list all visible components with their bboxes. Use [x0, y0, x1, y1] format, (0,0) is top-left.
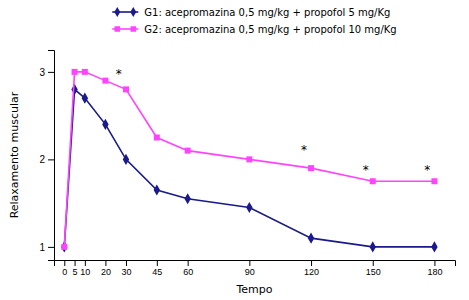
x-tick-label: 150: [366, 267, 381, 277]
annotation: *: [424, 163, 430, 177]
annotation: *: [116, 67, 122, 81]
series-marker: [370, 178, 376, 184]
legend-label: G2: acepromazina 0,5 mg/kg + propofol 10…: [144, 24, 396, 35]
x-tick-mark: [188, 260, 189, 266]
x-axis-title: Tempo: [235, 283, 272, 296]
chart: 0510 20 30 45 60 90 120 150 180 1 2 3 Tempo Relaxamen…: [0, 0, 469, 300]
x-tick-label: 180: [427, 267, 442, 277]
series-marker: [82, 69, 88, 75]
x-tick-mark: [249, 260, 250, 266]
x-tick-mark: [126, 260, 127, 266]
series-marker: [185, 148, 191, 154]
legend-swatch-marker: [115, 26, 120, 31]
x-tick-mark: [105, 260, 106, 266]
series-marker: [123, 86, 129, 92]
x-tick: 150: [366, 260, 381, 277]
annotation: *: [363, 163, 369, 177]
x-tick-label: 60: [183, 267, 193, 277]
series-marker: [154, 135, 160, 141]
x-tick-label: 5: [73, 267, 78, 277]
x-tick-mark: [75, 260, 76, 266]
y-tick: 1: [39, 242, 54, 253]
annotations: * * * *: [116, 67, 430, 177]
x-tick: 45: [152, 260, 162, 277]
series-marker: [308, 233, 314, 244]
series-marker: [82, 93, 88, 104]
series-line: [64, 89, 434, 247]
x-tick: 180: [427, 260, 442, 277]
y-tick-label: 3: [39, 67, 45, 78]
x-tick-mark: [85, 260, 86, 266]
series-marker: [123, 154, 129, 165]
x-axis-line: [55, 261, 456, 267]
legend-swatch-marker: [130, 7, 136, 17]
x-tick: 10: [80, 260, 90, 277]
x-tick-label: 90: [245, 267, 255, 277]
x-tick-mark: [373, 260, 374, 266]
legend-label: G1: acepromazina 0,5 mg/kg + propofol 5 …: [144, 7, 390, 18]
series-marker: [154, 184, 160, 195]
x-tick-label: 10: [80, 267, 90, 277]
x-tick: 30: [121, 260, 131, 277]
y-tick-mark: [48, 159, 54, 160]
marks: [61, 69, 438, 253]
series-marker: [246, 156, 252, 162]
x-tick-label: 45: [152, 267, 162, 277]
series-line: [64, 72, 434, 247]
legend-item: G2: acepromazina 0,5 mg/kg + propofol 10…: [112, 24, 396, 35]
x-tick-mark: [434, 260, 435, 266]
y-axis-title: Relaxamento muscular: [8, 91, 21, 218]
x-tick-mark: [311, 260, 312, 266]
y-tick-label: 1: [39, 242, 45, 253]
x-tick-mark: [64, 260, 65, 266]
series-marker: [246, 202, 252, 213]
x-tick: 0: [62, 260, 67, 277]
y-tick-mark: [48, 247, 54, 248]
x-tick: 120: [304, 260, 319, 277]
y-tick-mark: [48, 72, 54, 73]
x-tick: 90: [245, 260, 255, 277]
series-marker: [431, 241, 437, 252]
y-axis: 1 2 3: [39, 51, 54, 261]
x-tick: 5: [73, 260, 78, 277]
legend-swatch-marker: [131, 26, 136, 31]
y-tick: 3: [39, 67, 54, 78]
y-tick: 2: [39, 154, 54, 165]
legend-item: G1: acepromazina 0,5 mg/kg + propofol 5 …: [112, 7, 390, 18]
y-tick-label: 2: [39, 154, 45, 165]
annotation: *: [301, 143, 307, 157]
series-marker: [370, 241, 376, 252]
legend: G1: acepromazina 0,5 mg/kg + propofol 5 …: [112, 7, 396, 35]
series-marker: [102, 119, 108, 130]
series-marker: [184, 193, 190, 204]
series-marker: [61, 244, 67, 250]
x-tick: 20: [101, 260, 111, 277]
series-marker: [102, 78, 108, 84]
x-tick-label: 120: [304, 267, 319, 277]
x-tick-label: 20: [101, 267, 111, 277]
legend-swatch-marker: [114, 7, 120, 17]
series-marker: [72, 69, 78, 75]
x-axis: 0510 20 30 45 60 90 120 150 180: [55, 260, 456, 277]
x-tick-label: 0: [62, 267, 67, 277]
plot: 0510 20 30 45 60 90 120 150 180 1 2 3 Tempo Relaxamen…: [8, 51, 456, 297]
x-tick-mark: [157, 260, 158, 266]
x-tick: 60: [183, 260, 193, 277]
series-marker: [431, 178, 437, 184]
x-tick-label: 30: [121, 267, 131, 277]
y-axis-line: [48, 51, 55, 261]
series-marker: [308, 165, 314, 171]
